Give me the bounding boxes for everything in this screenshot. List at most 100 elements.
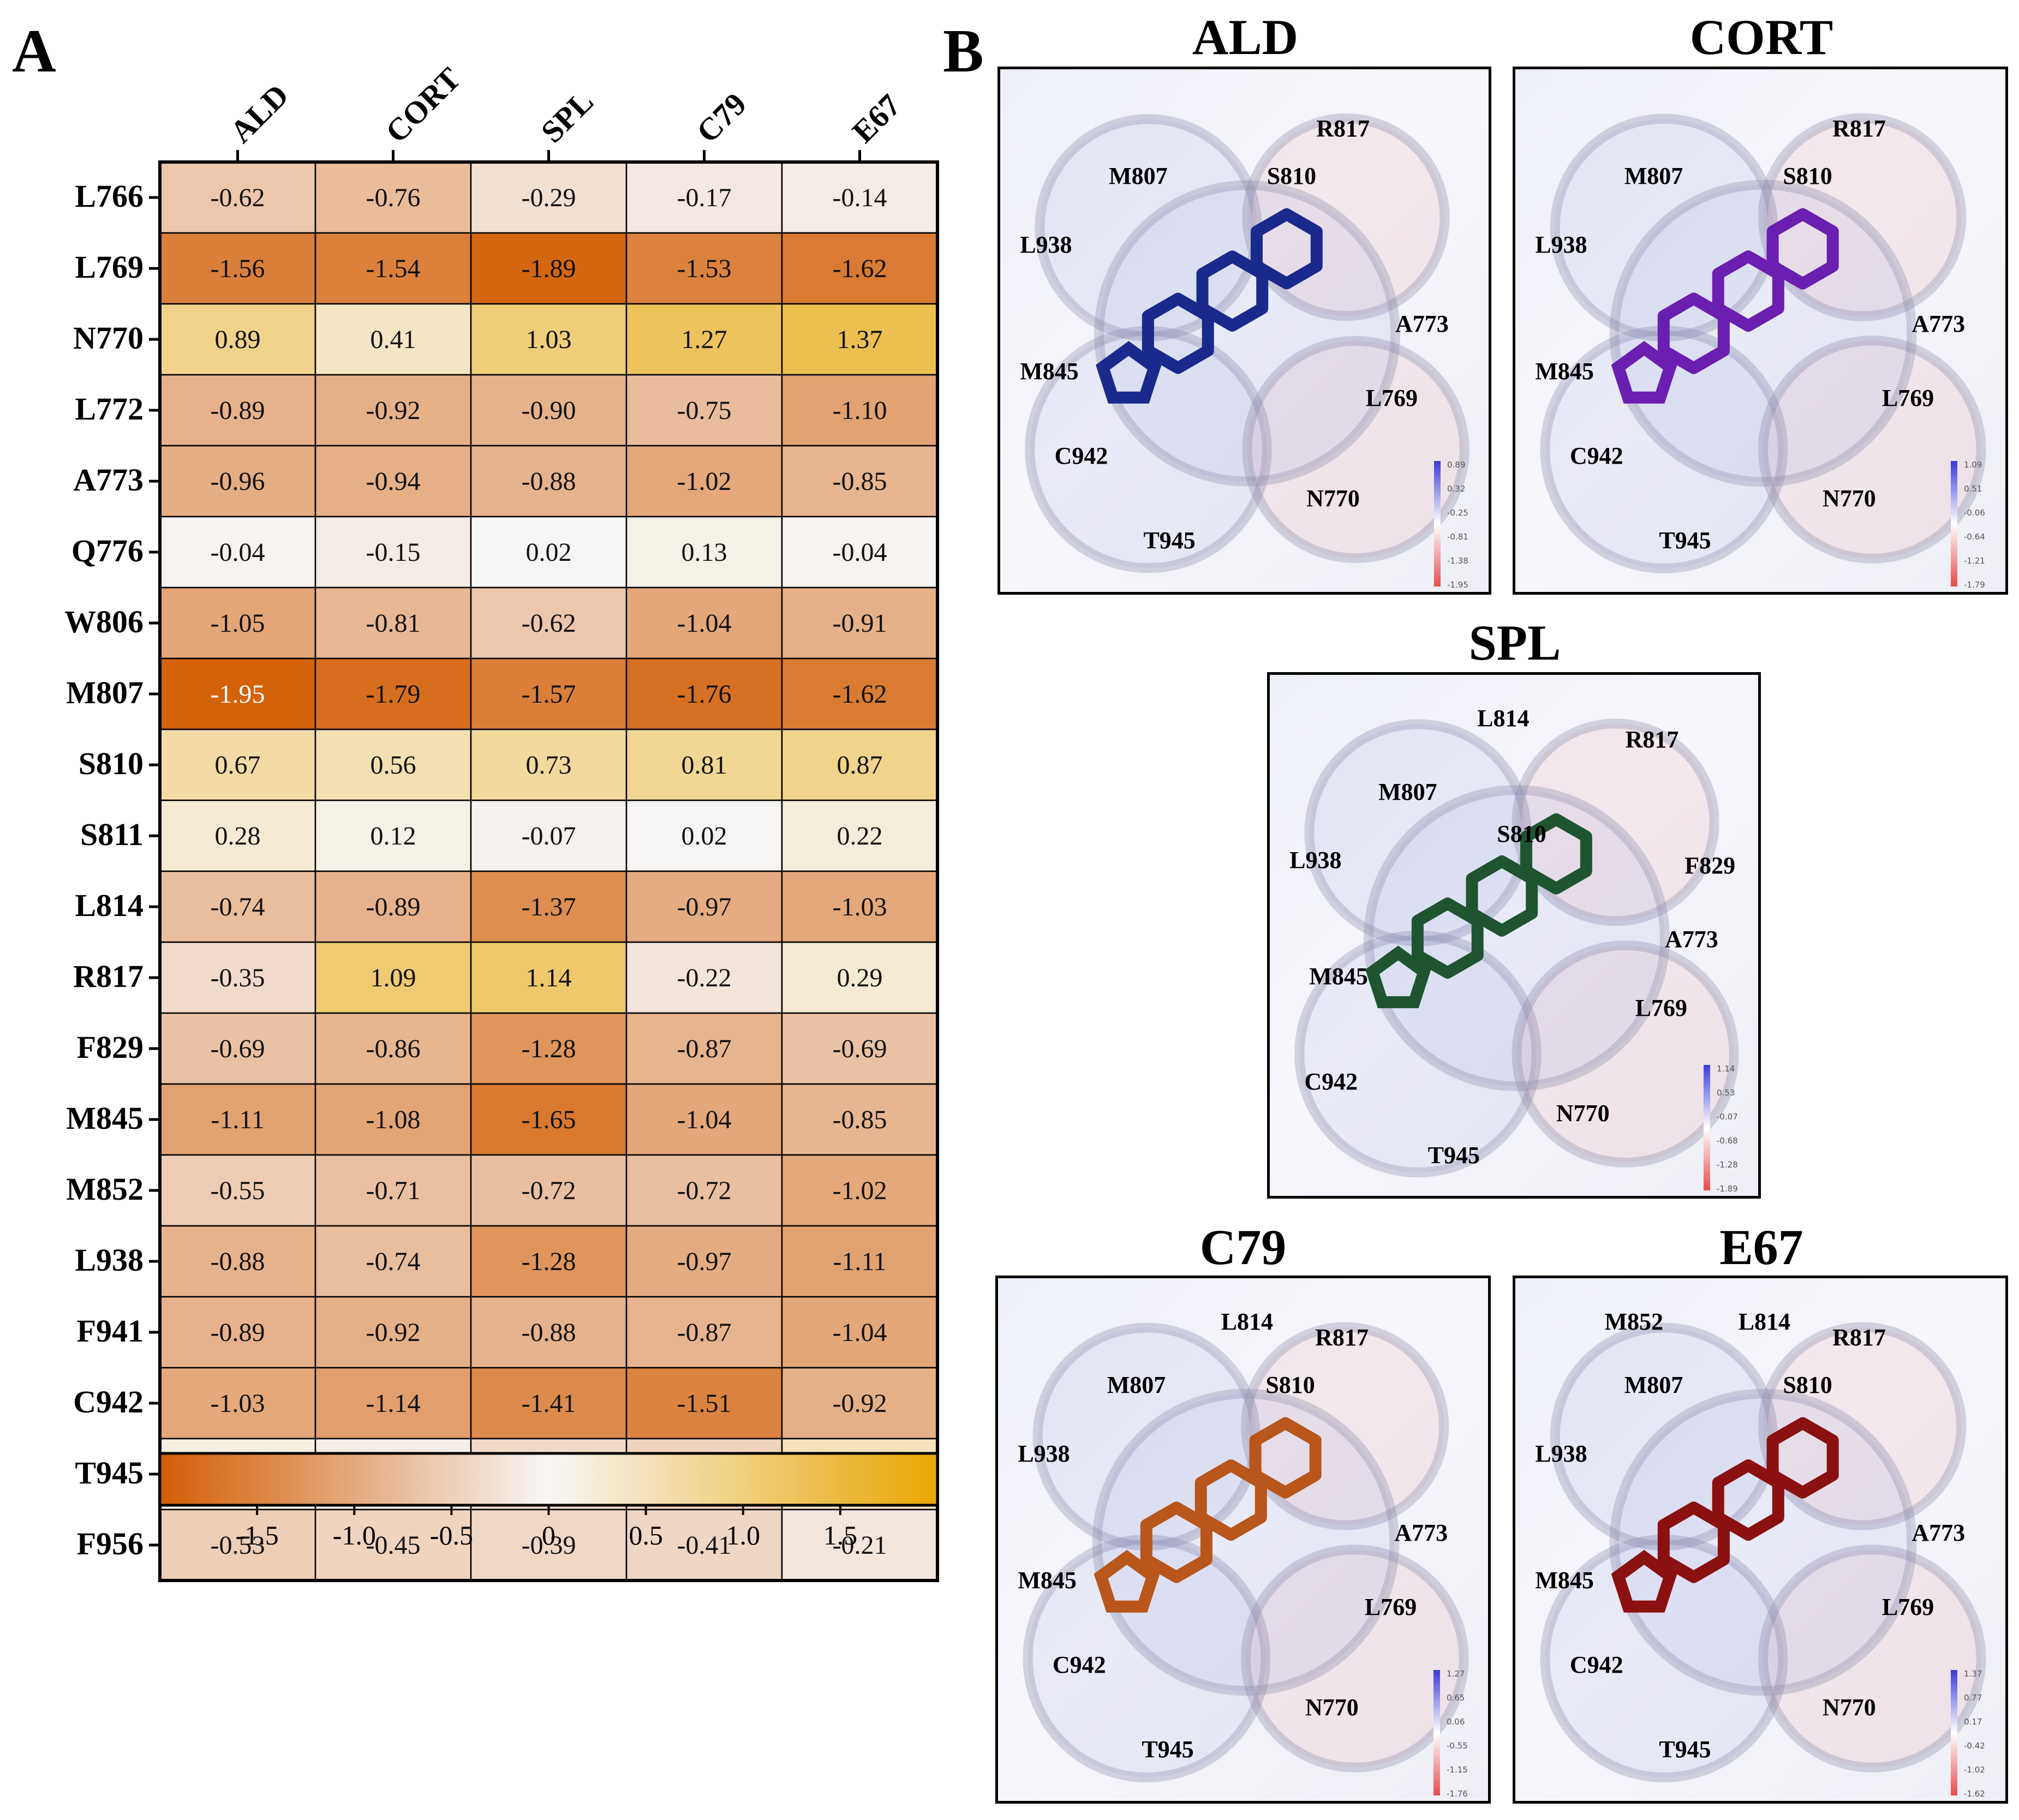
colorbar-tick-label: -1.5 <box>236 1520 279 1550</box>
cell-value-label: -1.04 <box>677 609 732 638</box>
cell-value-label: -0.85 <box>833 1105 887 1134</box>
structure-panel: M852 L814 R817 M807 S810 L938 A773 M845 L769 C942… <box>1513 1276 2008 1804</box>
structure-colorbar-gradient <box>1951 461 1957 586</box>
residue-label: C942 <box>1304 1068 1358 1095</box>
cell-value-label: -1.57 <box>522 680 576 709</box>
cell-value-label: -1.14 <box>366 1389 421 1418</box>
residue-label: L769 <box>1364 1593 1417 1620</box>
cell-value-label: -1.03 <box>833 893 887 921</box>
structure-render <box>1023 1322 1469 1782</box>
residue-label: A773 <box>1912 1519 1966 1547</box>
cell-value-label: -0.62 <box>522 609 576 638</box>
cell-value-label: -0.91 <box>833 609 887 638</box>
residue-label: M845 <box>1018 1567 1077 1594</box>
row-label: C942 <box>73 1384 144 1420</box>
heatmap-cell <box>781 1296 939 1369</box>
structure-colorbar-tick: 1.37 <box>1964 1669 1982 1679</box>
structure-colorbar: 1.09 0.51 -0.06 -0.64 -1.21 -1.79 <box>1951 460 2005 590</box>
helix-ribbon <box>1242 113 1450 321</box>
heatmap-cell <box>314 232 472 305</box>
heatmap-cell <box>625 1508 783 1582</box>
cell-value-label: 0.02 <box>526 538 572 567</box>
cell-value-label: 1.03 <box>526 325 572 354</box>
residue-label: N770 <box>1305 1693 1359 1721</box>
cell-value-label: -0.35 <box>211 963 265 992</box>
heatmap-cell <box>159 657 316 731</box>
heatmap-cell <box>159 728 316 801</box>
cell-value-label: -1.05 <box>211 609 265 638</box>
residue-label: A773 <box>1394 1519 1448 1547</box>
residue-label: L814 <box>1477 704 1530 732</box>
structure-colorbar-gradient <box>1434 461 1441 586</box>
row-label: M807 <box>66 675 144 710</box>
cell-value-label: -0.89 <box>211 396 265 425</box>
residue-label: N770 <box>1306 484 1360 512</box>
heatmap-cell <box>470 586 628 660</box>
residue-label: F829 <box>1685 852 1736 879</box>
heatmap-cell <box>470 1154 628 1227</box>
heatmap-cell <box>314 516 472 589</box>
residue-label: A773 <box>1395 310 1449 338</box>
heatmap-cell <box>159 799 316 872</box>
heatmap-cell <box>625 799 783 872</box>
cell-value-label: 0.12 <box>371 822 416 851</box>
residue-label: T945 <box>1659 1736 1711 1763</box>
heatmap-cell <box>470 941 628 1014</box>
cell-value-label: -0.72 <box>677 1176 732 1205</box>
heatmap-cell <box>470 1367 628 1440</box>
ligand-ring <box>1466 855 1538 937</box>
heatmap-cell <box>625 1083 783 1156</box>
structure-colorbar-tick: -1.02 <box>1964 1765 1985 1775</box>
cell-value-label: -0.88 <box>522 1318 576 1347</box>
heatmap-cell <box>470 516 628 589</box>
heatmap-cell <box>159 586 316 660</box>
cell-value-label: 0.73 <box>526 751 572 780</box>
cell-value-label: 0.56 <box>371 751 416 780</box>
cell-value-label: -1.37 <box>522 893 576 921</box>
cell-value-label: -0.69 <box>833 1034 887 1063</box>
heatmap-cell <box>159 1225 316 1298</box>
cell-value-label: 0.13 <box>682 538 727 567</box>
helix-ribbon <box>1758 1544 1986 1773</box>
structure-colorbar-tick: -1.76 <box>1447 1789 1468 1799</box>
heatmap-cell <box>470 1083 628 1156</box>
residue-label: T945 <box>1427 1141 1480 1169</box>
residue-label: L769 <box>1635 994 1688 1021</box>
residue-label: R817 <box>1832 115 1886 142</box>
structure-colorbar-tick: 0.53 <box>1717 1088 1735 1098</box>
heatmap-cell <box>470 232 628 305</box>
residue-label: S810 <box>1265 1372 1315 1399</box>
cell-value-label: -0.21 <box>833 1531 887 1560</box>
cell-value-label: -0.87 <box>677 1318 732 1347</box>
structure-render <box>1540 1322 1986 1782</box>
cell-value-label: -0.22 <box>677 963 732 992</box>
cell-value-label: -1.03 <box>211 1389 265 1418</box>
residue-label: C942 <box>1052 1651 1106 1679</box>
heatmap-cell <box>314 1012 472 1085</box>
ligand-ring <box>1411 897 1484 979</box>
cell-value-label: 0.29 <box>837 963 883 992</box>
structure-colorbar-tick: -0.68 <box>1717 1136 1738 1146</box>
residue-label: L769 <box>1881 384 1934 411</box>
cell-value-label: -0.41 <box>677 1531 732 1560</box>
cell-value-label: -1.02 <box>833 1176 887 1205</box>
residue-label: T945 <box>1143 527 1196 554</box>
column-label: SPL <box>534 83 600 149</box>
cell-value-label: -0.71 <box>366 1176 421 1205</box>
cell-value-label: -1.10 <box>833 396 887 425</box>
cell-value-label: -0.72 <box>522 1176 576 1205</box>
cell-value-label: -0.69 <box>211 1034 265 1063</box>
structure-colorbar-tick: 1.14 <box>1717 1064 1735 1074</box>
residue-label: M845 <box>1020 358 1079 385</box>
structure-colorbar-tick: -1.79 <box>1964 580 1985 590</box>
structure-colorbar-tick: 1.09 <box>1964 460 1982 470</box>
structure-colorbar: 0.89 0.32 -0.25 -0.81 -1.38 -1.95 <box>1434 461 1489 589</box>
residue-label: R817 <box>1832 1324 1886 1351</box>
residue-label: M807 <box>1109 163 1168 190</box>
cell-value-label: -0.76 <box>366 183 421 212</box>
heatmap-cell <box>159 1367 316 1440</box>
residue-label: L814 <box>1221 1308 1273 1336</box>
heatmap-cell <box>781 586 939 660</box>
cell-value-label: -0.55 <box>211 1176 265 1205</box>
cell-value-label: 0.02 <box>682 822 727 851</box>
